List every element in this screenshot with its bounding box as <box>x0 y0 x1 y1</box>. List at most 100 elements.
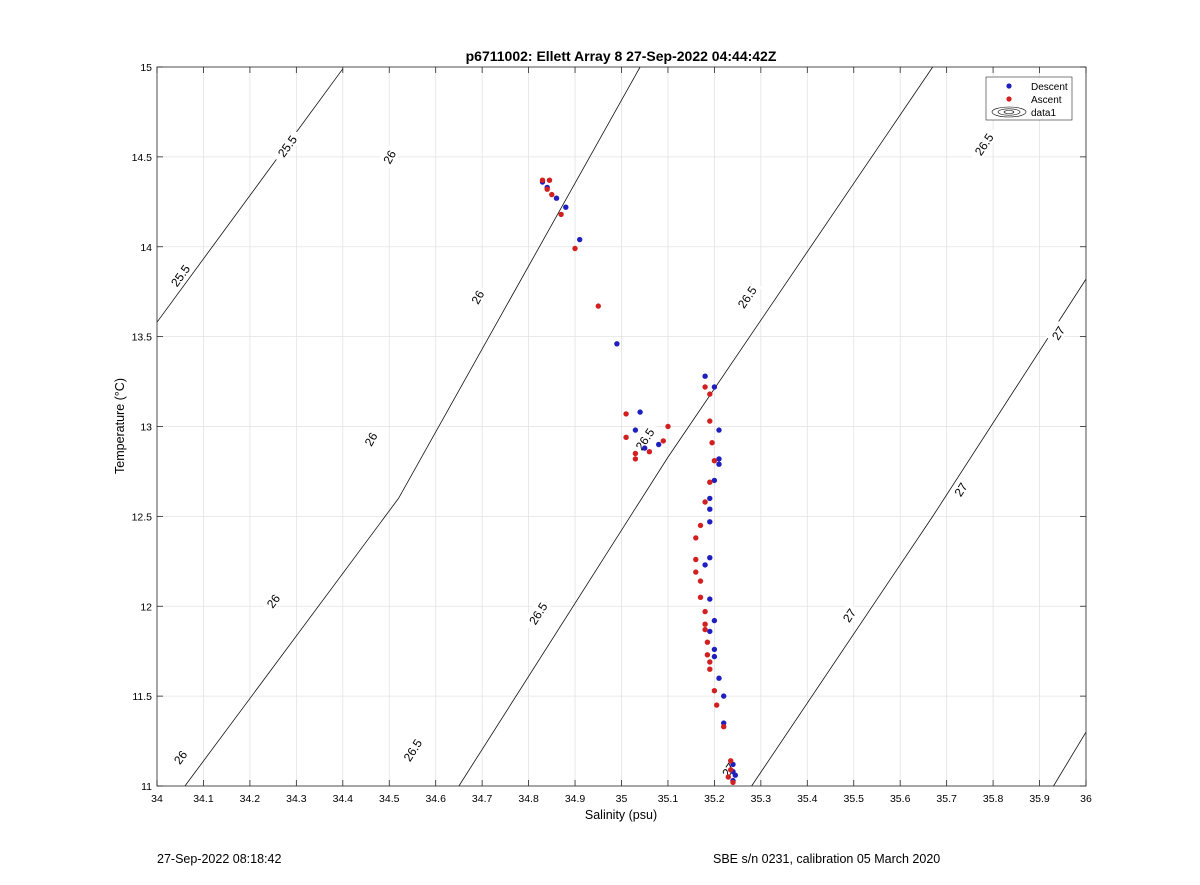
legend-ascent-marker <box>1006 96 1012 102</box>
y-tick-label: 15 <box>140 62 152 74</box>
y-axis-label: Temperature (°C) <box>113 378 127 474</box>
ascent-point <box>707 391 713 397</box>
ascent-point <box>697 522 704 529</box>
descent-point <box>711 617 718 624</box>
x-tick-label: 35.3 <box>751 793 772 805</box>
ascent-point <box>697 578 704 584</box>
x-tick-label: 34.5 <box>379 793 400 805</box>
descent-point <box>707 628 713 635</box>
x-tick-label: 35.5 <box>844 793 865 805</box>
legend: Descent Ascent data1 <box>985 76 1073 121</box>
x-tick-label: 34.4 <box>333 793 354 805</box>
y-tick-label: 14 <box>140 242 152 254</box>
ascent-point <box>704 652 711 658</box>
contour-label: 26 <box>377 144 401 170</box>
descent-point <box>711 653 718 660</box>
y-tick-label: 11 <box>141 781 152 793</box>
contour-label-bg <box>396 731 428 769</box>
descent-point <box>656 441 662 448</box>
contour-label: 26 <box>167 744 192 770</box>
ascent-point <box>702 621 708 627</box>
ascent-point <box>546 177 553 183</box>
ascent-point <box>623 434 629 440</box>
x-tick-label: 34.8 <box>518 793 539 805</box>
contour-label-text: 26 <box>380 148 399 167</box>
ascent-point <box>711 458 718 464</box>
x-tick-label: 35.6 <box>890 793 911 805</box>
descent-point <box>716 461 722 467</box>
ascent-point <box>728 758 734 764</box>
x-tick-label: 35.8 <box>983 793 1004 805</box>
y-tick-label: 12.5 <box>132 511 153 523</box>
x-tick-label: 34.3 <box>286 793 307 805</box>
ascent-point <box>646 449 653 455</box>
contour-line <box>751 278 1087 787</box>
legend-ascent-label: Ascent <box>1031 95 1062 106</box>
descent-point <box>707 596 713 602</box>
x-tick-label: 34.2 <box>240 793 261 805</box>
ascent-point <box>665 423 671 430</box>
descent-point <box>707 519 713 525</box>
contour-label: 25.5 <box>270 127 303 164</box>
descent-point <box>711 646 718 653</box>
legend-descent-label: Descent <box>1031 82 1068 93</box>
contour-label-bg <box>628 420 661 458</box>
footer-calibration: SBE s/n 0231, calibration 05 March 2020 <box>713 852 941 866</box>
ascent-point <box>693 535 699 541</box>
ascent-point <box>572 245 578 252</box>
descent-point <box>707 495 713 502</box>
descent-point <box>702 373 708 379</box>
descent-point <box>577 236 583 243</box>
contour-line <box>184 66 641 787</box>
x-tick-label: 35.4 <box>797 793 818 805</box>
chart-title: p6711002: Ellett Array 8 27-Sep-2022 04:… <box>466 48 777 64</box>
descent-point <box>716 675 722 681</box>
ascent-point <box>709 440 715 446</box>
contour-label-bg <box>358 426 382 452</box>
legend-data1-label: data1 <box>1031 108 1056 119</box>
y-tick-label: 13 <box>140 422 152 434</box>
x-tick-label: 35.1 <box>658 793 679 805</box>
ascent-point <box>711 688 718 694</box>
legend-box <box>985 76 1073 121</box>
ascent-point <box>632 456 639 462</box>
ascent-point <box>704 639 711 645</box>
x-tick-label: 35.9 <box>1029 793 1050 805</box>
descent-point <box>642 445 648 451</box>
contour-label-bg <box>167 744 192 770</box>
ascent-point <box>702 626 708 633</box>
descent-point <box>702 562 708 568</box>
contour-label-bg <box>967 125 1000 163</box>
contour-label-bg <box>377 144 401 170</box>
axis-ticks: 34 34.1 34.2 34.3 34.4 34.5 34.6 34.7 34.8 34.9 35… <box>132 62 1092 805</box>
ascent-point <box>623 411 629 417</box>
contour-label: 27 <box>1045 320 1070 346</box>
x-tick-label: 35.2 <box>704 793 725 805</box>
contour-line <box>156 68 344 323</box>
contour-label-bg <box>522 594 553 632</box>
contour-label-bg <box>1045 320 1070 346</box>
ascent-point <box>693 569 699 575</box>
ascent-point <box>697 594 704 600</box>
descent-point <box>637 409 643 415</box>
legend-contour-icon <box>991 106 1027 118</box>
ascent-point <box>693 556 699 563</box>
descent-point <box>711 384 718 390</box>
contour-label: 26 <box>260 588 285 614</box>
ascent-point <box>539 177 546 183</box>
contour-label-bg <box>948 476 972 502</box>
y-tick-label: 13.5 <box>132 332 153 344</box>
contour-label: 26 <box>465 284 489 310</box>
ascent-point <box>707 418 713 424</box>
contour-label-bg <box>730 278 763 316</box>
descent-point <box>553 195 560 201</box>
contour-label: 26.5 <box>396 731 428 769</box>
descent-point <box>716 456 722 462</box>
descent-point <box>707 555 713 561</box>
contour-label-bg <box>260 588 285 614</box>
x-tick-label: 34.6 <box>425 793 446 805</box>
ascent-point <box>595 303 601 309</box>
data-points <box>539 177 738 786</box>
contour-label-bg <box>465 284 489 310</box>
